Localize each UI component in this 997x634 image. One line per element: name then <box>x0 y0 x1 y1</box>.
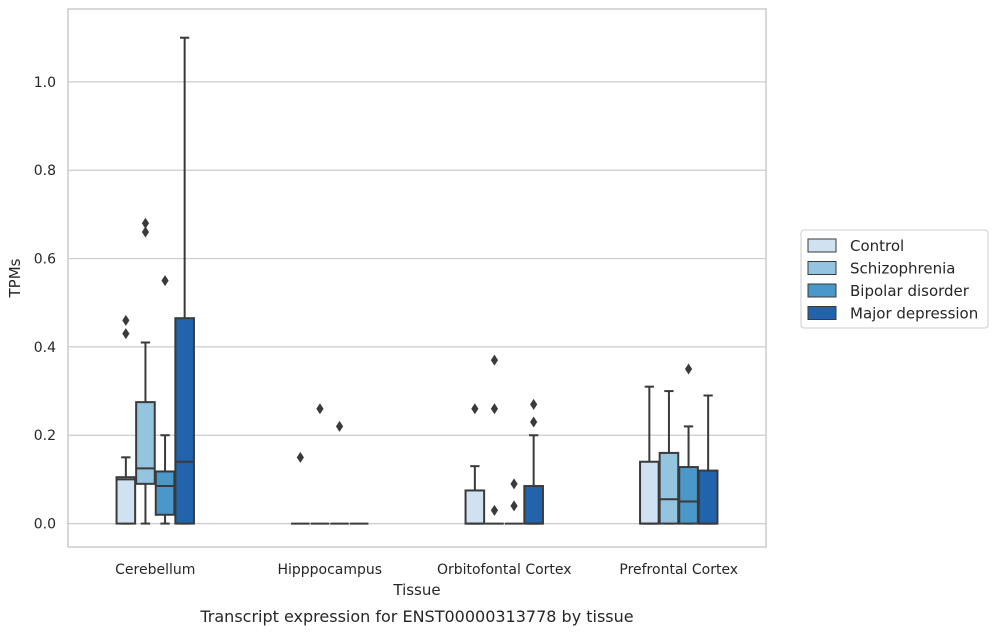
box-schizophrenia <box>310 403 330 525</box>
x-tick-label: Cerebellum <box>115 562 195 578</box>
legend-label: Schizophrenia <box>850 260 955 278</box>
outlier-point <box>530 398 538 410</box>
x-tick-label: Orbitofontal Cortex <box>437 562 572 578</box>
y-tick-label: 1.0 <box>34 75 56 91</box>
outlier-point <box>530 416 538 428</box>
legend-item: Schizophrenia <box>807 260 955 278</box>
legend-swatch <box>807 306 837 320</box>
legend-item: Major depression <box>807 305 978 323</box>
box-body <box>154 470 176 516</box>
y-tick-label: 0.0 <box>34 517 56 533</box>
box-bipolar-disorder <box>330 420 349 525</box>
legend-frame <box>800 229 989 329</box>
legend: Control Schizophrenia Bipolar disorder Majo… <box>800 229 989 329</box>
box-body <box>678 466 699 525</box>
y-axis-label: TPMs <box>6 258 24 298</box>
box-bipolar-disorder <box>154 275 176 525</box>
legend-swatch <box>807 283 837 298</box>
box-body <box>697 469 719 525</box>
outlier-point <box>335 420 344 432</box>
box-control <box>115 314 137 525</box>
outlier-point <box>161 275 169 287</box>
y-tick-label: 0.6 <box>34 252 56 268</box>
outlier-point <box>490 403 499 415</box>
box-control <box>291 451 310 525</box>
x-axis-label: Tissue <box>392 581 440 599</box>
outlier-point <box>122 328 130 340</box>
legend-swatch <box>807 261 837 275</box>
box-schizophrenia <box>658 390 680 525</box>
box-schizophrenia <box>135 217 156 525</box>
box-body <box>658 451 680 525</box>
box-major-depression <box>523 398 544 525</box>
x-tick-label: Prefrontal Cortex <box>619 562 738 578</box>
chart-caption: Transcript expression for ENST0000031377… <box>199 607 633 626</box>
y-tick-label: 0.8 <box>34 163 56 179</box>
outlier-point <box>316 403 324 415</box>
box-body <box>174 317 195 525</box>
legend-label: Bipolar disorder <box>850 282 970 300</box>
box-major-depression <box>174 36 195 525</box>
box-body <box>464 489 486 525</box>
legend-label: Major depression <box>850 305 978 323</box>
box-body <box>639 460 660 525</box>
y-tick-label: 0.2 <box>34 428 56 444</box>
outlier-point <box>296 451 304 463</box>
box-control <box>464 403 486 525</box>
legend-item: Bipolar disorder <box>807 282 970 300</box>
plot-frame <box>67 8 767 548</box>
legend-swatch <box>807 238 837 253</box>
box-bipolar-disorder <box>504 478 524 525</box>
outlier-point <box>510 500 518 512</box>
box-body <box>135 401 156 485</box>
box-bipolar-disorder <box>678 363 699 525</box>
outlier-point <box>684 363 693 375</box>
x-tick-labels: Cerebellum Hipppocampus Orbitofontal Corte… <box>115 562 738 578</box>
outlier-point <box>490 504 499 516</box>
outlier-point <box>471 403 479 415</box>
outlier-point <box>490 354 499 366</box>
box-control <box>639 385 660 525</box>
box-schizophrenia <box>485 354 504 525</box>
outlier-point <box>510 478 518 490</box>
outlier-point <box>122 314 130 326</box>
box-body <box>523 485 544 525</box>
box-major-depression <box>697 394 719 525</box>
box-series <box>115 36 719 525</box>
legend-label: Control <box>850 237 904 255</box>
y-tick-label: 0.4 <box>34 340 56 356</box>
y-tick-labels: 0.0 0.2 0.4 0.6 0.8 1.0 <box>34 75 56 533</box>
box-body <box>115 476 137 525</box>
outlier-point <box>141 217 150 229</box>
x-tick-label: Hipppocampus <box>277 562 382 578</box>
legend-item: Control <box>807 237 904 255</box>
outlier-point <box>141 226 150 238</box>
